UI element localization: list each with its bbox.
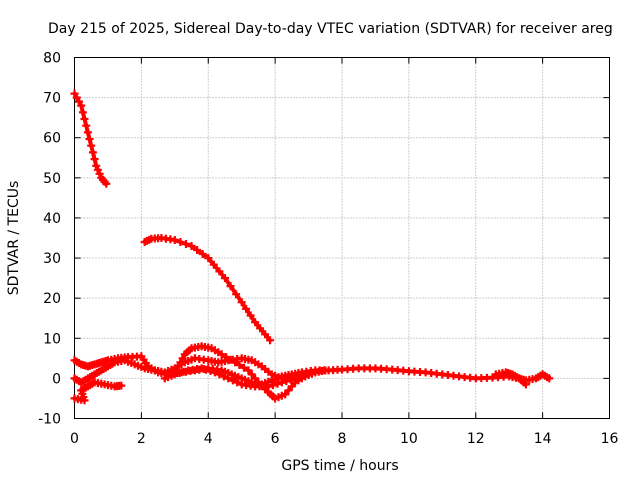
data-point bbox=[256, 324, 265, 333]
data-point bbox=[261, 330, 270, 339]
data-point bbox=[182, 240, 190, 248]
data-point bbox=[226, 355, 235, 364]
data-point bbox=[210, 368, 219, 377]
y-axis-title: SDTVAR / TECUs bbox=[6, 181, 22, 296]
data-point bbox=[222, 353, 231, 361]
x-tick-label: 0 bbox=[70, 431, 79, 447]
data-point bbox=[85, 135, 94, 144]
data-point bbox=[251, 318, 260, 327]
grid bbox=[74, 57, 610, 419]
data-point bbox=[206, 367, 215, 375]
y-tick-label: 60 bbox=[43, 131, 61, 147]
data-point bbox=[273, 379, 282, 388]
data-point bbox=[300, 371, 309, 380]
data-point bbox=[237, 298, 246, 307]
data-point bbox=[228, 376, 237, 385]
data-point bbox=[77, 101, 86, 110]
data-point bbox=[224, 374, 233, 383]
data-point bbox=[82, 121, 91, 130]
y-tick-label: -10 bbox=[38, 412, 61, 428]
data-point bbox=[545, 374, 554, 383]
data-point bbox=[187, 242, 196, 250]
data-point bbox=[117, 381, 126, 390]
data-point bbox=[83, 128, 92, 137]
data-point bbox=[235, 361, 244, 369]
series-track-5 bbox=[70, 378, 126, 405]
data-point bbox=[219, 372, 228, 381]
y-tick-label: 70 bbox=[43, 91, 61, 107]
data-point bbox=[179, 367, 188, 376]
x-tick-label: 6 bbox=[271, 431, 280, 447]
data-point bbox=[215, 267, 224, 276]
data-point bbox=[78, 108, 87, 117]
data-point bbox=[198, 250, 207, 258]
data-point bbox=[197, 364, 206, 373]
x-tick-label: 8 bbox=[338, 431, 347, 447]
data-point bbox=[226, 282, 235, 291]
data-point bbox=[264, 382, 273, 391]
data-point bbox=[304, 370, 313, 379]
data-point bbox=[215, 370, 224, 379]
data-point bbox=[175, 369, 184, 377]
data-point bbox=[87, 141, 96, 150]
data-point bbox=[277, 378, 286, 387]
data-point bbox=[268, 381, 277, 390]
data-point bbox=[176, 238, 185, 246]
data-point bbox=[232, 290, 241, 299]
data-point bbox=[242, 304, 251, 313]
data-point bbox=[239, 363, 248, 372]
series-track-2 bbox=[140, 234, 275, 345]
y-tick-label: 30 bbox=[43, 251, 61, 267]
series-track-7 bbox=[160, 364, 313, 391]
x-tick-label: 2 bbox=[137, 431, 146, 447]
x-tick-label: 14 bbox=[534, 431, 552, 447]
data-point bbox=[231, 358, 239, 367]
chart-title: Day 215 of 2025, Sidereal Day-to-day VTE… bbox=[48, 21, 613, 37]
data-point bbox=[282, 377, 291, 386]
y-tick-label: 20 bbox=[43, 291, 61, 307]
data-point bbox=[246, 311, 255, 320]
data-point bbox=[170, 370, 179, 379]
data-point bbox=[209, 260, 218, 269]
data-point bbox=[90, 155, 99, 164]
data-point bbox=[202, 365, 210, 374]
x-axis-title: GPS time / hours bbox=[281, 458, 398, 474]
data-point bbox=[221, 274, 229, 283]
y-tick-label: 80 bbox=[43, 51, 61, 67]
y-tick-label: 50 bbox=[43, 171, 61, 187]
data-point bbox=[88, 148, 97, 157]
data-point bbox=[233, 378, 242, 387]
y-tick-label: 40 bbox=[43, 211, 61, 227]
data-point bbox=[266, 336, 275, 345]
data-point bbox=[286, 375, 295, 384]
data-point bbox=[102, 179, 111, 188]
series-track-1 bbox=[70, 89, 111, 188]
axis-ticks: 0 2 4 6 8 10 12 14 16 -10 0 10 20 30 40 50 60 70 80 bbox=[38, 51, 618, 448]
data-point bbox=[80, 115, 89, 123]
x-tick-label: 16 bbox=[601, 431, 619, 447]
data-point bbox=[170, 236, 179, 244]
data-point bbox=[291, 374, 300, 383]
x-tick-label: 12 bbox=[467, 431, 485, 447]
data-point bbox=[204, 254, 213, 263]
x-tick-label: 4 bbox=[204, 431, 213, 447]
x-tick-label: 10 bbox=[400, 431, 418, 447]
y-tick-label: 0 bbox=[52, 371, 61, 387]
y-tick-label: 10 bbox=[43, 331, 61, 347]
data-series bbox=[70, 89, 554, 405]
data-point bbox=[295, 373, 304, 382]
data-point bbox=[193, 246, 202, 254]
data-point bbox=[217, 350, 226, 359]
data-point bbox=[321, 366, 330, 375]
series-track-8 bbox=[491, 368, 554, 385]
